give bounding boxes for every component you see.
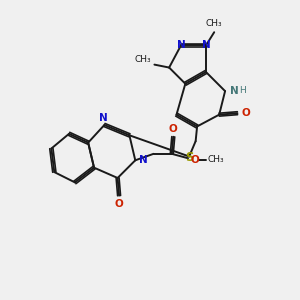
Text: N: N <box>139 155 148 165</box>
Text: CH₃: CH₃ <box>135 55 152 64</box>
Text: CH₃: CH₃ <box>207 155 224 164</box>
Text: O: O <box>169 124 178 134</box>
Text: N: N <box>176 40 185 50</box>
Text: S: S <box>185 152 194 164</box>
Text: H: H <box>239 86 245 95</box>
Text: O: O <box>190 155 199 165</box>
Text: N: N <box>98 113 107 124</box>
Text: O: O <box>115 199 124 208</box>
Text: O: O <box>241 108 250 118</box>
Text: N: N <box>230 85 239 95</box>
Text: N: N <box>202 40 210 50</box>
Text: CH₃: CH₃ <box>206 20 223 28</box>
